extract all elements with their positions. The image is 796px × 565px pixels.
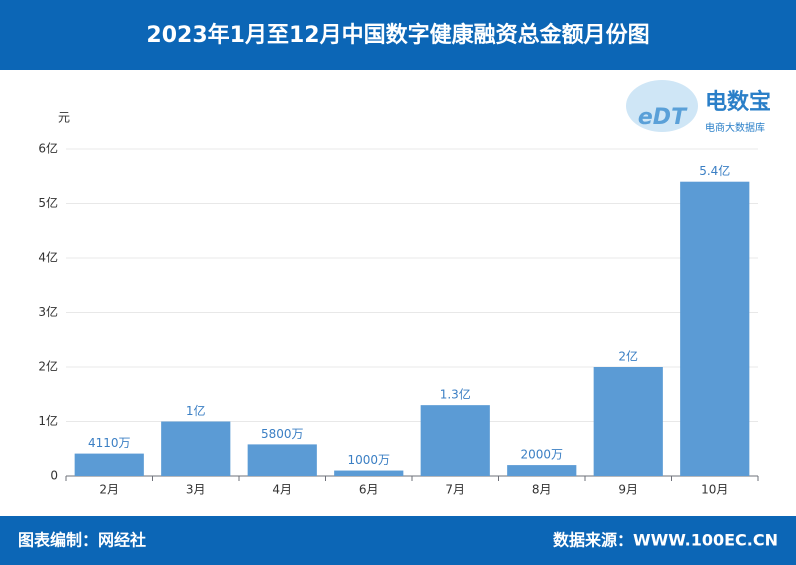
- x-tick-label: 9月: [618, 483, 638, 497]
- y-tick-label: 2亿: [38, 359, 58, 374]
- y-tick-label: 3亿: [38, 304, 58, 319]
- x-tick-label: 8月: [532, 483, 552, 497]
- x-tick-label: 10月: [701, 483, 728, 497]
- logo-mark: eDT: [638, 105, 688, 130]
- logo-cloud: [626, 80, 698, 132]
- data-label: 1.3亿: [440, 387, 471, 402]
- bar: [593, 367, 663, 476]
- x-tick-label: 4月: [272, 483, 292, 497]
- footer-right: 数据来源：WWW.100EC.CN: [553, 531, 778, 550]
- y-axis-unit: 元: [58, 111, 70, 125]
- data-label: 1000万: [347, 453, 390, 467]
- footer-left: 图表编制：网经社: [18, 531, 146, 550]
- data-label: 5.4亿: [699, 163, 730, 178]
- logo: eDT 电数宝 电商大数据库: [626, 80, 771, 134]
- x-tick-label: 3月: [186, 483, 206, 497]
- bar: [334, 470, 404, 476]
- logo-name: 电数宝: [705, 89, 771, 115]
- data-label: 4110万: [88, 436, 131, 450]
- bar: [161, 421, 231, 476]
- data-label: 2亿: [618, 349, 638, 364]
- bar: [680, 181, 750, 476]
- bar: [420, 405, 490, 476]
- y-tick-label: 5亿: [38, 195, 58, 210]
- logo-subtitle: 电商大数据库: [705, 121, 765, 134]
- footer-bar: [0, 516, 796, 565]
- data-label: 1亿: [186, 403, 206, 418]
- data-label: 2000万: [520, 448, 563, 462]
- header-bar: [0, 0, 796, 70]
- bar: [247, 444, 317, 476]
- y-tick-label: 6亿: [38, 141, 58, 156]
- y-tick-label: 4亿: [38, 250, 58, 265]
- x-tick-label: 6月: [359, 483, 379, 497]
- chart-title: 2023年1月至12月中国数字健康融资总金额月份图: [146, 22, 649, 48]
- y-tick-label: 1亿: [38, 413, 58, 428]
- data-label: 5800万: [261, 427, 304, 441]
- x-tick-label: 2月: [99, 483, 119, 497]
- y-tick-label: 0: [50, 469, 58, 483]
- x-tick-label: 7月: [445, 483, 465, 497]
- bar: [507, 465, 577, 476]
- bar: [74, 453, 144, 476]
